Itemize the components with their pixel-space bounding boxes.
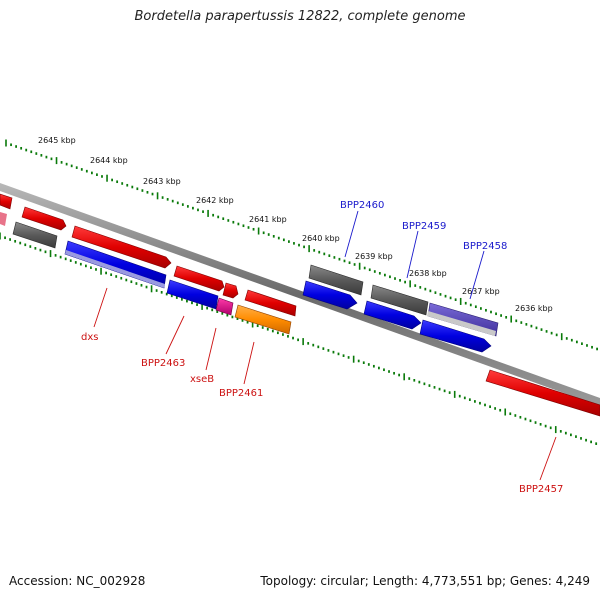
gene-dxs-blue-shade (65, 250, 165, 288)
gene-BPP2457[interactable] (485, 369, 600, 417)
label-BPP2463[interactable]: BPP2463 (141, 358, 185, 369)
gene-grey-left[interactable] (12, 221, 58, 249)
label-BPP2461[interactable]: BPP2461 (219, 388, 263, 399)
gene-pink-edge[interactable] (0, 212, 7, 226)
label-BPP2458[interactable]: BPP2458 (463, 241, 507, 252)
gene-red-right[interactable] (244, 289, 297, 317)
label-xseB[interactable]: xseB (190, 374, 214, 385)
scale-label-2642: 2642 kbp (196, 196, 234, 205)
label-connectors (93, 210, 557, 481)
map-title: Bordetella parapertussis 12822, complete… (134, 9, 466, 24)
gene-dxs-red[interactable] (71, 225, 172, 269)
scale-label-2643: 2643 kbp (143, 177, 181, 186)
label-dxs[interactable]: dxs (81, 332, 98, 343)
gene-BPP2459[interactable] (370, 284, 429, 316)
gene-red-small[interactable] (222, 282, 239, 299)
gene-blue-c[interactable] (419, 319, 492, 353)
scale-ticks-outer (5, 139, 598, 351)
gene-red-upper-left[interactable] (21, 206, 67, 231)
label-BPP2457[interactable]: BPP2457 (519, 484, 563, 495)
gene-BPP2458-shade (427, 311, 496, 336)
gene-blue-b[interactable] (363, 300, 422, 330)
gene-red-mid[interactable] (173, 265, 225, 292)
genome-summary-text: Topology: circular; Length: 4,773,551 bp… (260, 574, 590, 588)
accession-text: Accession: NC_002928 (9, 574, 146, 588)
scale-label-2637: 2637 kbp (462, 287, 500, 296)
gene-blue-a[interactable] (302, 280, 358, 310)
label-BPP2460[interactable]: BPP2460 (340, 200, 384, 211)
scale-label-2644: 2644 kbp (90, 156, 128, 165)
gene-BPP2461[interactable] (234, 304, 292, 335)
scale-label-2639: 2639 kbp (355, 252, 393, 261)
scale-label-2645: 2645 kbp (38, 136, 76, 145)
label-BPP2459[interactable]: BPP2459 (402, 221, 446, 232)
gene-BPP2460[interactable] (308, 264, 364, 296)
scale-labels: 2645 kbp 2644 kbp 2643 kbp 2642 kbp 2641… (38, 136, 553, 313)
scale-label-2636: 2636 kbp (515, 304, 553, 313)
genome-backbone (0, 183, 600, 406)
scale-ticks-inner (0, 232, 598, 445)
scale-label-2641: 2641 kbp (249, 215, 287, 224)
scale-label-2638: 2638 kbp (409, 269, 447, 278)
gene-red-edge[interactable] (0, 193, 13, 210)
scale-label-2640: 2640 kbp (302, 234, 340, 243)
gene-xseB[interactable] (215, 297, 234, 316)
